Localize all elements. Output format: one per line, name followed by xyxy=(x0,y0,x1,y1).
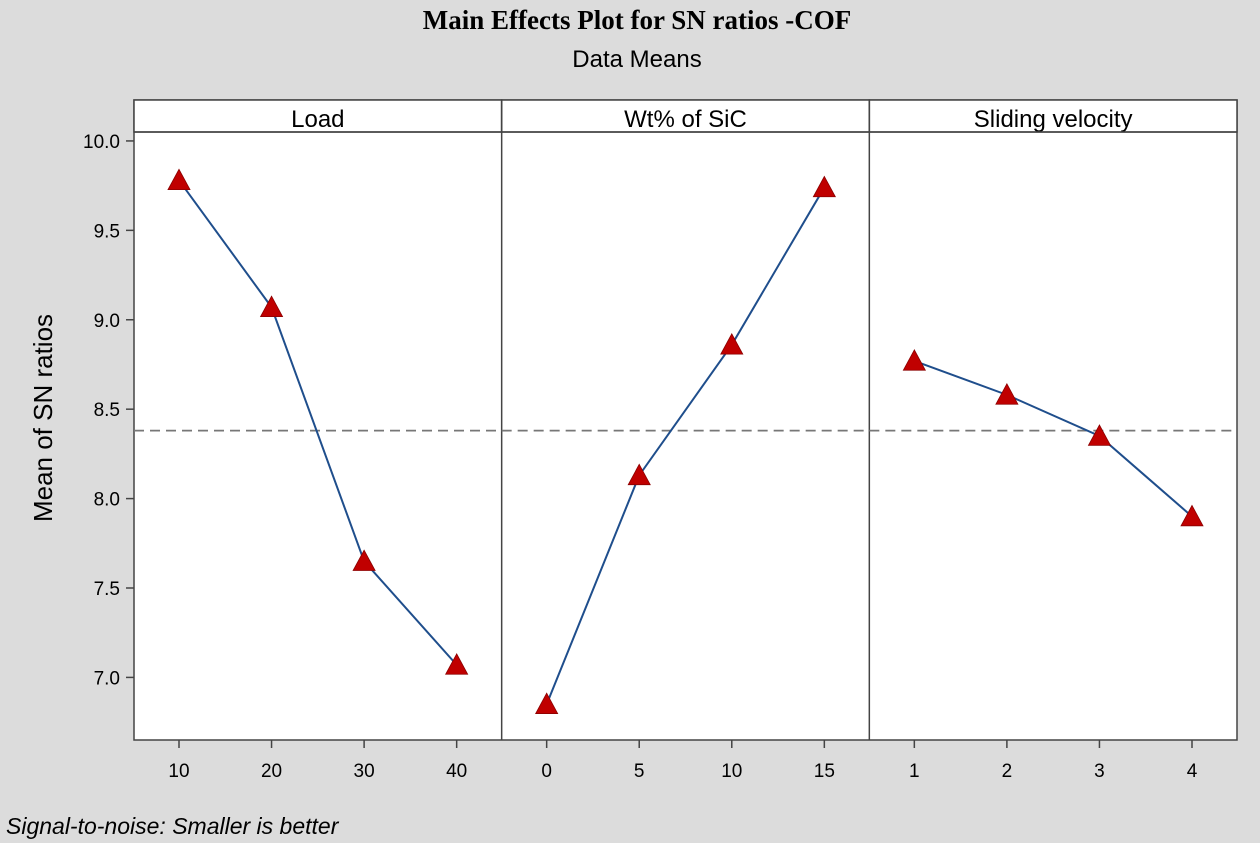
x-tick-label: 2 xyxy=(1002,761,1013,782)
x-tick-label: 30 xyxy=(354,761,375,782)
x-tick-label: 4 xyxy=(1187,761,1198,782)
data-point-marker xyxy=(534,692,559,714)
chart-title: Main Effects Plot for SN ratios -COF xyxy=(423,5,851,35)
data-point-marker xyxy=(812,175,837,198)
x-tick-label: 10 xyxy=(168,761,189,782)
data-point-marker xyxy=(995,383,1019,405)
panel-title: Load xyxy=(291,106,344,133)
series-line xyxy=(913,359,1193,518)
x-tick-label: 20 xyxy=(261,761,282,782)
x-tick-label: 5 xyxy=(634,761,645,782)
data-point-marker xyxy=(1180,504,1204,527)
x-tick-label: 10 xyxy=(721,761,742,782)
panel-title: Sliding velocity xyxy=(974,106,1133,133)
data-point-marker xyxy=(902,349,927,371)
data-point-marker xyxy=(1087,424,1112,446)
x-tick-label: 0 xyxy=(541,761,552,782)
data-point-marker xyxy=(352,549,376,571)
data-point-marker xyxy=(167,168,191,191)
series-line xyxy=(178,179,458,666)
data-point-marker xyxy=(720,332,744,355)
y-tick-label: 8.0 xyxy=(94,490,120,511)
data-point-marker xyxy=(627,463,651,486)
x-tick-label: 15 xyxy=(814,761,835,782)
x-tick-label: 40 xyxy=(446,761,467,782)
y-tick-label: 8.5 xyxy=(94,400,120,421)
chart-subtitle: Data Means xyxy=(572,46,701,73)
x-tick-label: 1 xyxy=(909,761,920,782)
panel-header xyxy=(868,99,1238,133)
plot-frame xyxy=(133,99,1238,741)
data-point-marker xyxy=(444,653,469,675)
series-line xyxy=(545,186,826,705)
y-tick-label: 9.5 xyxy=(94,221,120,242)
panel-title: Wt% of SiC xyxy=(624,106,747,133)
y-axis-label: Mean of SN ratios xyxy=(28,314,58,522)
footnote: Signal-to-noise: Smaller is better xyxy=(6,813,340,839)
y-tick-label: 7.5 xyxy=(94,579,120,600)
y-tick-label: 10.0 xyxy=(83,132,120,153)
data-point-marker xyxy=(259,295,284,317)
plot-area: Load 10 20 30 40 Wt% of SiC 0 5 10 15 Sliding velo… xyxy=(83,99,1238,782)
panel-header xyxy=(133,99,503,133)
x-tick-label: 3 xyxy=(1094,761,1105,782)
y-tick-label: 7.0 xyxy=(94,668,120,689)
y-tick-label: 9.0 xyxy=(94,311,120,332)
